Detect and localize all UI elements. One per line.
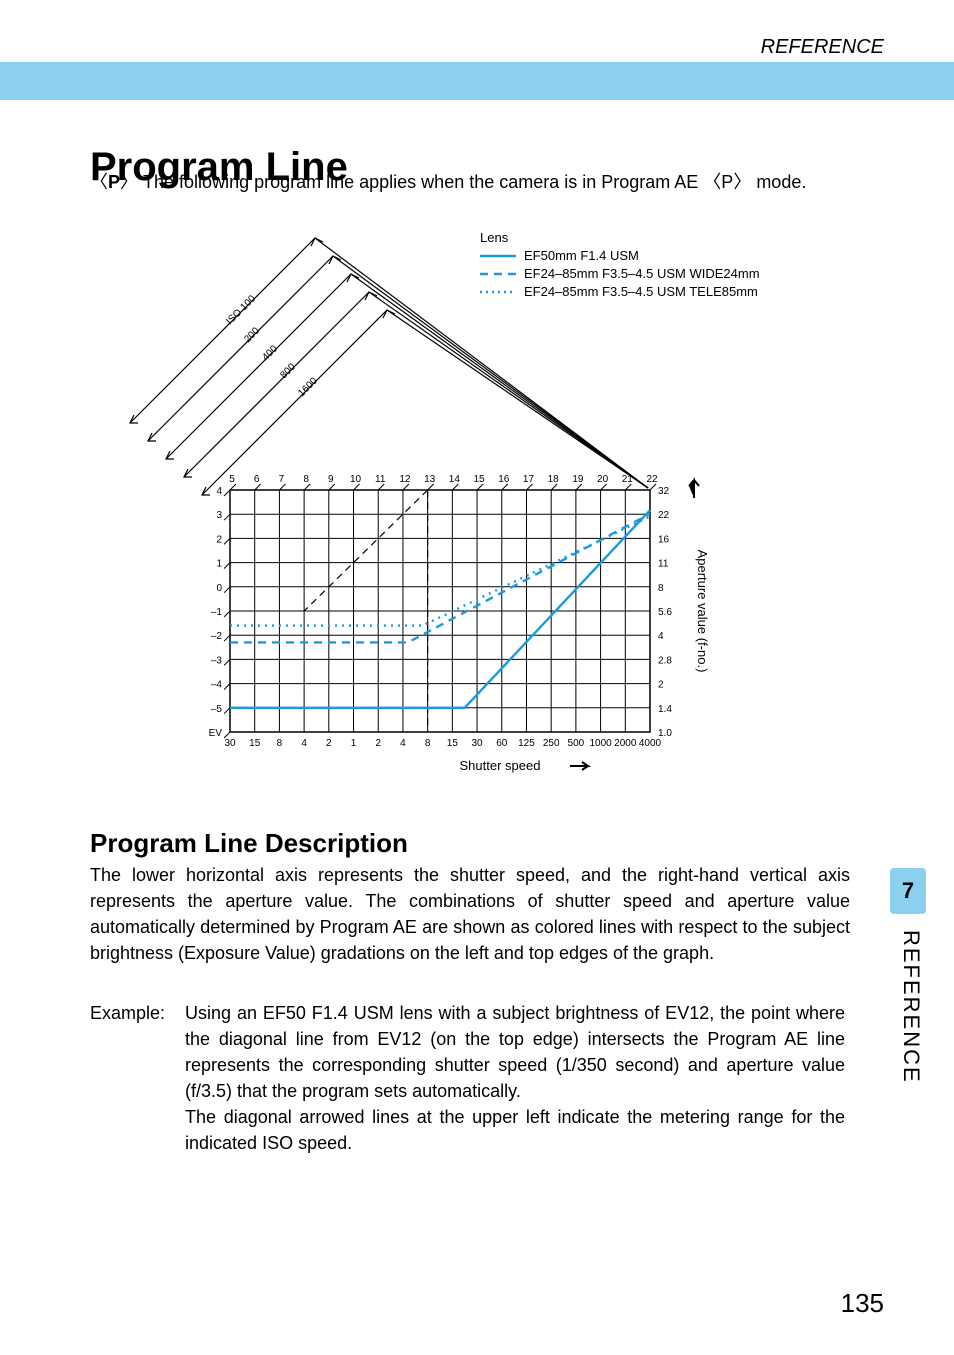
svg-text:32: 32: [658, 486, 670, 497]
svg-text:15: 15: [447, 738, 459, 749]
svg-text:EF24–85mm F3.5–4.5 USM WIDE24m: EF24–85mm F3.5–4.5 USM WIDE24mm: [524, 266, 760, 281]
svg-text:15: 15: [473, 474, 485, 485]
svg-text:18: 18: [548, 474, 560, 485]
example-label: Example:: [90, 1000, 180, 1026]
chart-svg: 3015842124815306012525050010002000400032…: [120, 220, 820, 790]
svg-text:30: 30: [471, 738, 483, 749]
side-chapter-tab: 7: [890, 868, 926, 914]
svg-text:4000: 4000: [639, 738, 662, 749]
svg-text:8: 8: [303, 474, 309, 485]
svg-text:Aperture value (f-no.): Aperture value (f-no.): [695, 550, 710, 673]
svg-text:250: 250: [543, 738, 560, 749]
svg-text:200: 200: [242, 325, 262, 345]
svg-text:800: 800: [278, 361, 298, 381]
svg-text:Shutter speed: Shutter speed: [460, 758, 541, 773]
svg-text:EF24–85mm F3.5–4.5 USM TELE85m: EF24–85mm F3.5–4.5 USM TELE85mm: [524, 284, 758, 299]
subtitle: Program Line Description: [90, 828, 408, 859]
svg-text:1: 1: [351, 738, 357, 749]
svg-text:4: 4: [301, 738, 307, 749]
svg-text:22: 22: [658, 510, 670, 521]
program-line-chart: 3015842124815306012525050010002000400032…: [120, 220, 820, 790]
svg-text:8: 8: [425, 738, 431, 749]
svg-text:22: 22: [646, 474, 658, 485]
svg-text:–4: –4: [211, 680, 223, 691]
svg-text:2.8: 2.8: [658, 655, 672, 666]
svg-text:4: 4: [658, 631, 664, 642]
intro-text: 〈P〉 The following program line applies w…: [90, 170, 870, 195]
svg-text:6: 6: [254, 474, 260, 485]
side-chapter-label: REFERENCE: [898, 930, 924, 1084]
svg-text:12: 12: [399, 474, 411, 485]
svg-text:11: 11: [658, 559, 669, 570]
svg-text:16: 16: [498, 474, 510, 485]
svg-text:5.6: 5.6: [658, 607, 672, 618]
svg-text:8: 8: [658, 583, 664, 594]
svg-text:1600: 1600: [296, 375, 320, 399]
svg-text:19: 19: [572, 474, 584, 485]
svg-text:13: 13: [424, 474, 436, 485]
svg-text:11: 11: [375, 474, 386, 485]
example-body: Using an EF50 F1.4 USM lens with a subje…: [185, 1000, 845, 1157]
svg-text:1000: 1000: [589, 738, 612, 749]
svg-text:30: 30: [224, 738, 236, 749]
svg-text:EF50mm F1.4 USM: EF50mm F1.4 USM: [524, 248, 639, 263]
svg-text:ISO 100: ISO 100: [224, 293, 258, 327]
svg-text:14: 14: [449, 474, 461, 485]
svg-text:20: 20: [597, 474, 609, 485]
svg-text:–5: –5: [211, 704, 223, 715]
page: REFERENCE Program Line 〈P〉 The following…: [0, 0, 954, 1355]
svg-text:2000: 2000: [614, 738, 637, 749]
svg-text:2: 2: [216, 534, 222, 545]
svg-text:2: 2: [375, 738, 381, 749]
svg-text:Lens: Lens: [480, 230, 509, 245]
svg-text:EV: EV: [209, 728, 223, 739]
description-text: The lower horizontal axis represents the…: [90, 862, 850, 966]
svg-text:1.0: 1.0: [658, 728, 672, 739]
svg-text:400: 400: [260, 343, 280, 363]
svg-text:7: 7: [279, 474, 285, 485]
svg-text:4: 4: [400, 738, 406, 749]
example-block: Example: Using an EF50 F1.4 USM lens wit…: [90, 1000, 850, 1157]
svg-text:2: 2: [658, 680, 664, 691]
svg-text:1.4: 1.4: [658, 704, 672, 715]
svg-text:1: 1: [216, 559, 222, 570]
svg-text:17: 17: [523, 474, 535, 485]
page-number: 135: [841, 1288, 884, 1319]
svg-text:125: 125: [518, 738, 535, 749]
header-section-label: REFERENCE: [761, 36, 884, 59]
svg-text:–1: –1: [211, 607, 223, 618]
svg-text:–2: –2: [211, 631, 223, 642]
svg-text:3: 3: [216, 510, 222, 521]
svg-text:4: 4: [216, 486, 222, 497]
svg-text:60: 60: [496, 738, 508, 749]
svg-text:2: 2: [326, 738, 332, 749]
svg-text:15: 15: [249, 738, 261, 749]
svg-text:10: 10: [350, 474, 362, 485]
mode-icon: P: [108, 170, 120, 195]
svg-text:9: 9: [328, 474, 334, 485]
svg-text:0: 0: [216, 583, 222, 594]
svg-text:500: 500: [568, 738, 585, 749]
intro-body: The following program line applies when …: [143, 172, 806, 192]
svg-text:5: 5: [229, 474, 235, 485]
svg-text:8: 8: [277, 738, 283, 749]
header-blue-bar: [0, 62, 954, 100]
svg-text:–3: –3: [211, 655, 223, 666]
svg-text:16: 16: [658, 534, 670, 545]
